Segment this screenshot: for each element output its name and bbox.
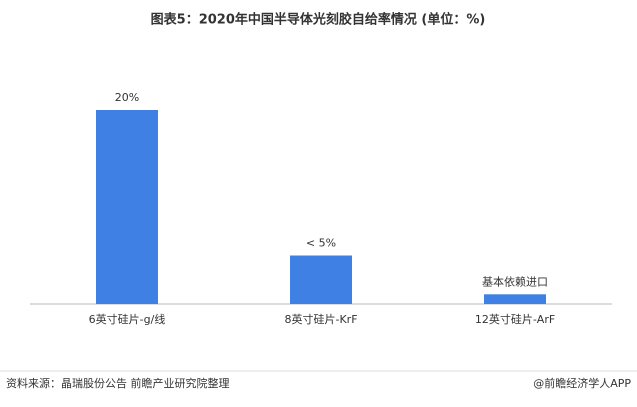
value-label: < 5% — [306, 237, 336, 250]
bar — [290, 255, 352, 304]
chart-title: 图表5：2020年中国半导体光刻胶自给率情况 (单位：%) — [151, 12, 486, 28]
bar — [96, 110, 158, 304]
x-tick-label: 8英寸硅片-KrF — [284, 312, 357, 326]
value-label: 基本依赖进口 — [482, 274, 548, 288]
bar — [484, 294, 546, 304]
value-label: 20% — [115, 91, 139, 104]
credit: @前瞻经济学人APP — [533, 376, 631, 390]
source: 资料来源：晶瑞股份公告 前瞻产业研究院整理 — [6, 376, 230, 390]
x-tick-label: 12英寸硅片-ArF — [475, 312, 555, 326]
x-tick-label: 6英寸硅片-g/线 — [89, 312, 166, 326]
